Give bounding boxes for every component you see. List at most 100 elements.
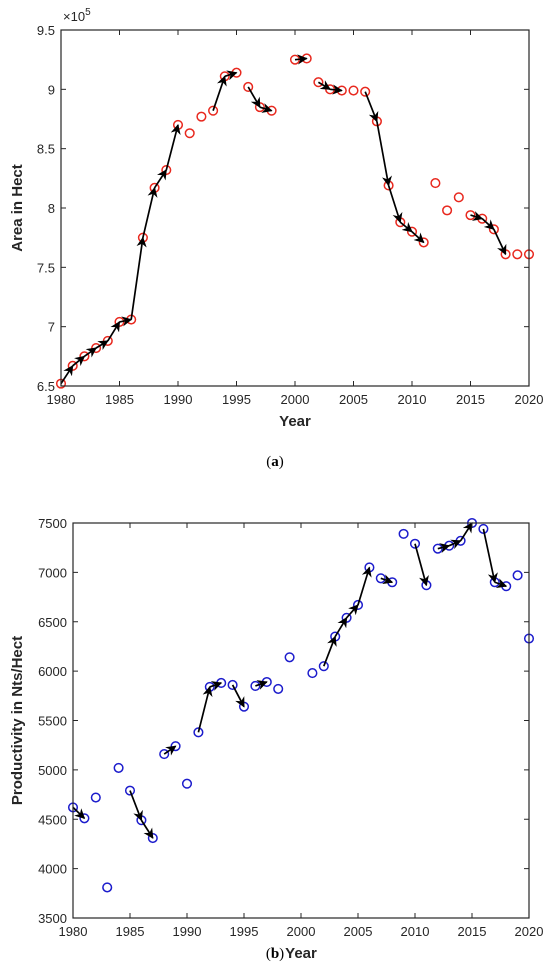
trend-arrow <box>376 121 392 187</box>
y-axis-title-a: Area in Hect <box>9 164 26 252</box>
x-tick-label: 2010 <box>398 392 427 407</box>
x-tick-label: 1985 <box>105 392 134 407</box>
x-tick-label: 1990 <box>164 392 193 407</box>
trend-arrow <box>364 91 379 123</box>
x-tick-label: 2015 <box>458 924 487 939</box>
trend-arrow <box>437 543 451 553</box>
trend-arrow <box>130 236 147 320</box>
x-tick-label: 2005 <box>339 392 368 407</box>
y-tick-label: 7500 <box>38 516 67 531</box>
plot-area-b <box>73 523 529 918</box>
data-point <box>307 668 318 679</box>
x-tick-label: 2000 <box>281 392 310 407</box>
data-point <box>184 128 195 139</box>
y-tick-label: 7000 <box>38 565 67 580</box>
y-tick-label: 5500 <box>38 714 67 729</box>
trend-arrow <box>357 566 372 606</box>
x-tick-label: 1980 <box>59 924 88 939</box>
caption-b: (b) <box>266 946 284 962</box>
plot-area-a <box>61 30 529 386</box>
trend-arrow <box>107 321 121 342</box>
y-tick-label: 6500 <box>38 615 67 630</box>
trend-arrow <box>259 103 273 113</box>
y-ticks-b: 3500 4000 4500 5000 5500 6000 6500 7000 7500 <box>38 516 529 926</box>
trend-arrow <box>140 819 154 839</box>
data-point <box>124 785 136 796</box>
x-ticks-b: 1980 1985 1990 1995 2000 2005 2010 2015 2020 <box>59 523 544 939</box>
data-point <box>243 81 254 93</box>
data-point <box>273 683 284 694</box>
x-ticks-a: 1980 1985 1990 1995 2000 2005 2010 2015 2020 <box>47 30 544 407</box>
x-tick-label: 2015 <box>456 392 485 407</box>
data-point <box>478 523 489 534</box>
data-point <box>409 538 421 549</box>
trend-arrow <box>334 616 348 638</box>
multiplier-base: ×10 <box>63 9 85 24</box>
trend-arrow <box>83 347 97 358</box>
x-tick-label: 1995 <box>230 924 259 939</box>
trend-arrow <box>255 680 268 690</box>
trend-arrow <box>165 123 181 171</box>
y-tick-label: 6.5 <box>37 379 55 394</box>
trend-arrow <box>387 185 403 224</box>
data-point <box>227 679 238 691</box>
y-axis-title-b: Productivity in Nts/Hect <box>9 636 26 805</box>
y-tick-label: 5000 <box>38 763 67 778</box>
trend-arrow <box>448 539 462 550</box>
data-point <box>442 205 453 216</box>
data-point <box>102 882 113 893</box>
data-point <box>208 105 219 116</box>
trend-arrow <box>231 684 245 708</box>
data-point <box>348 85 359 96</box>
panel-b: 1980 1985 1990 1995 2000 2005 2010 2015 2020 350… <box>9 516 543 962</box>
y-tick-label: 7.5 <box>37 260 55 275</box>
trend-arrow <box>493 228 507 256</box>
trend-arrow <box>494 578 508 589</box>
trend-arrow <box>323 635 337 667</box>
series-a-arrows <box>60 54 507 385</box>
y-tick-label: 3500 <box>38 911 67 926</box>
trend-arrow <box>345 604 359 619</box>
x-tick-label: 2005 <box>344 924 373 939</box>
trend-arrow <box>163 745 177 756</box>
y-tick-label: 4500 <box>38 812 67 827</box>
y-tick-label: 9.5 <box>37 23 55 38</box>
data-point <box>430 178 441 189</box>
y-tick-label: 9 <box>48 82 55 97</box>
trend-arrow <box>72 806 86 819</box>
trend-arrow <box>470 211 484 221</box>
trend-arrow <box>330 84 343 95</box>
caption-b-label: b <box>271 946 279 962</box>
data-point <box>512 570 523 581</box>
trend-arrow <box>224 70 238 81</box>
data-point <box>196 111 207 122</box>
x-tick-label: 1985 <box>116 924 145 939</box>
trend-arrow <box>294 54 308 65</box>
trend-arrow <box>95 340 109 351</box>
data-point <box>360 86 371 97</box>
x-tick-label: 2010 <box>401 924 430 939</box>
trend-arrow <box>399 221 413 233</box>
trend-arrow <box>459 522 473 542</box>
data-point <box>512 249 523 260</box>
y-axis-multiplier: ×105 <box>63 7 91 24</box>
trend-arrow <box>129 790 143 822</box>
y-tick-label: 8.5 <box>37 142 55 157</box>
trend-arrow <box>414 543 429 587</box>
trend-arrow <box>482 528 498 584</box>
trend-arrow <box>153 169 168 189</box>
panel-a: 1980 1985 1990 1995 2000 2005 2010 2015 2020 6.5… <box>9 7 543 470</box>
y-tick-label: 6000 <box>38 664 67 679</box>
x-tick-label: 1990 <box>173 924 202 939</box>
x-tick-label: 1995 <box>222 392 251 407</box>
y-tick-label: 8 <box>48 201 55 216</box>
trend-arrow <box>380 574 394 585</box>
x-tick-label: 2020 <box>515 392 544 407</box>
x-tick-label: 2020 <box>515 924 544 939</box>
trend-arrow <box>60 364 74 385</box>
trend-arrow <box>72 355 86 367</box>
data-point <box>90 792 101 803</box>
trend-arrow <box>481 218 495 231</box>
